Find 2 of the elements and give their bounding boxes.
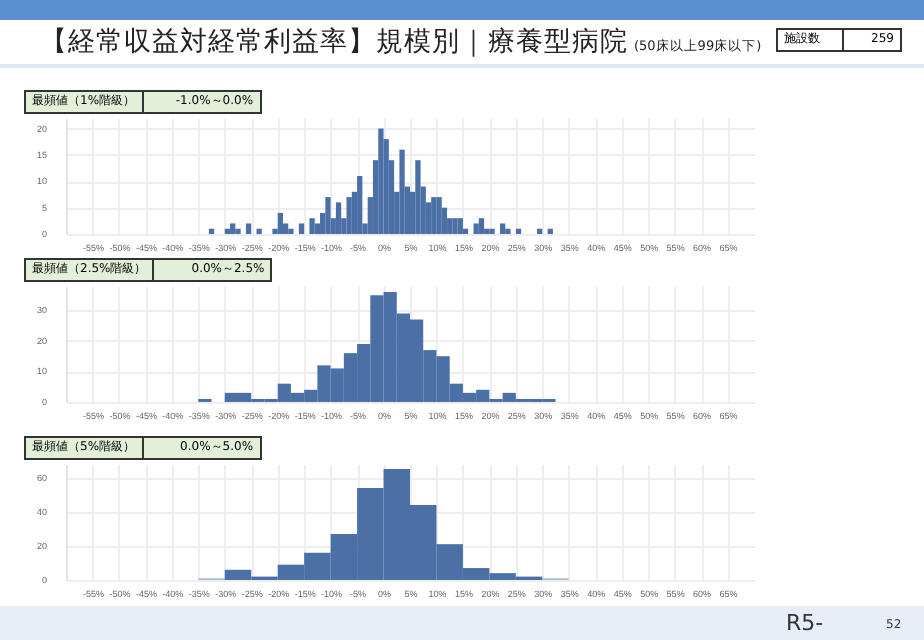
text: R5- [786, 610, 824, 636]
chart-title: 【経常収益対経常利益率】規模別｜療養型病院 [40, 26, 628, 58]
